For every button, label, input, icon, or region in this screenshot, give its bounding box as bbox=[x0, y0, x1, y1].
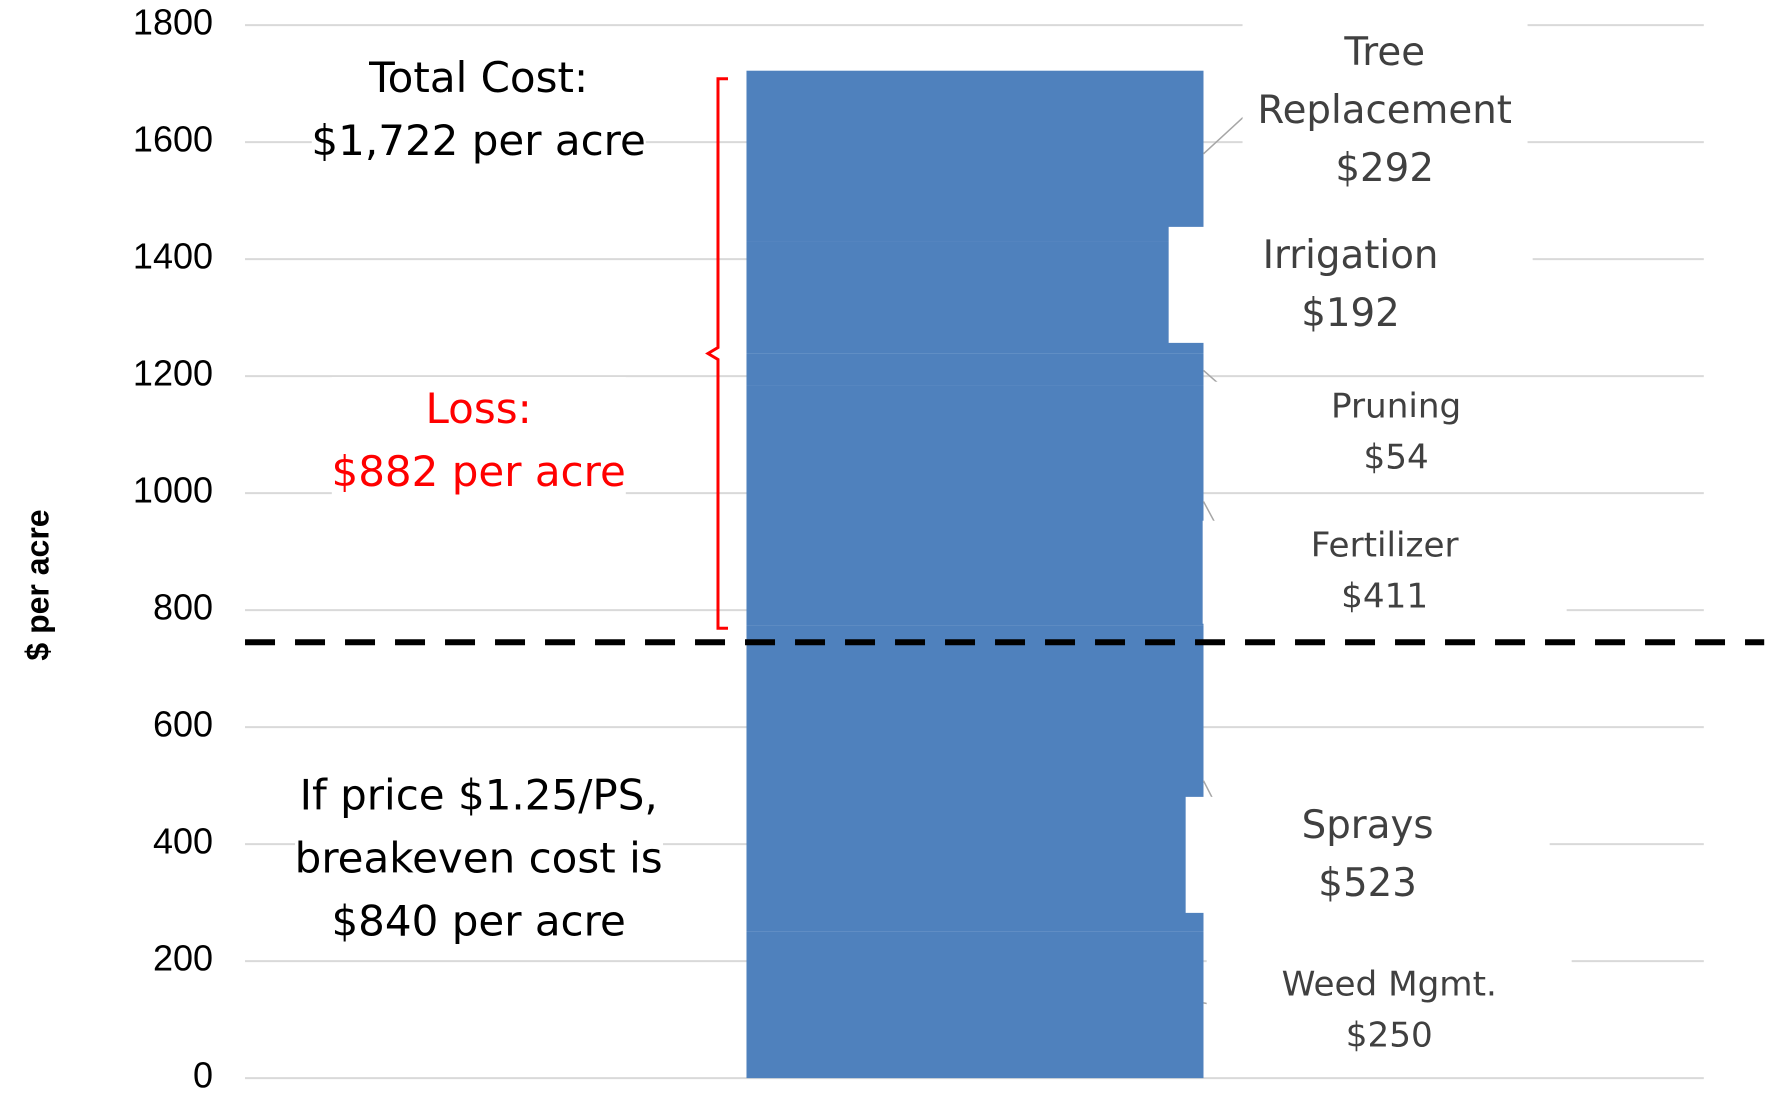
annotation: Loss: $882 per acre bbox=[331, 376, 626, 503]
y-tick-label: 200 bbox=[153, 938, 213, 979]
segment-value: $54 bbox=[1363, 438, 1429, 479]
bar-segment bbox=[746, 353, 1204, 386]
segment-name: Weed Mgmt. bbox=[1281, 964, 1497, 1005]
y-tick-label: 1600 bbox=[133, 119, 213, 160]
segment-label: Irrigation $192 bbox=[1168, 226, 1533, 344]
y-tick-label: 1000 bbox=[133, 470, 213, 511]
annotation-line: If price $1.25/PS, bbox=[299, 770, 658, 820]
annotation-line: breakeven cost is bbox=[294, 833, 663, 883]
segment-value: $523 bbox=[1318, 860, 1417, 906]
segment-label: Pruning $54 bbox=[1213, 381, 1579, 485]
bar-segment bbox=[746, 625, 1204, 932]
y-tick-label: 1800 bbox=[133, 2, 213, 43]
segment-label: Tree Replacement $292 bbox=[1242, 23, 1528, 198]
segment-name: Sprays bbox=[1301, 802, 1434, 848]
loss-bracket bbox=[705, 77, 728, 630]
segment-value: $250 bbox=[1345, 1015, 1433, 1056]
annotation-line: Total Cost: bbox=[369, 53, 589, 103]
annotation-line: $882 per acre bbox=[331, 446, 626, 496]
segment-label: Sprays $523 bbox=[1185, 796, 1550, 913]
bar-segment bbox=[746, 931, 1204, 1079]
segment-label: Weed Mgmt. $250 bbox=[1206, 959, 1572, 1063]
annotation-line: $840 per acre bbox=[331, 896, 626, 946]
segment-name: Tree Replacement bbox=[1257, 29, 1512, 133]
y-tick-label: 400 bbox=[153, 821, 213, 862]
annotation-line: $1,722 per acre bbox=[311, 116, 646, 166]
y-axis-label: $ per acre bbox=[19, 509, 55, 660]
y-tick-label: 800 bbox=[153, 587, 213, 628]
segment-value: $292 bbox=[1335, 145, 1434, 191]
segment-label: Fertilizer $411 bbox=[1202, 520, 1568, 624]
annotation: If price $1.25/PS, breakeven cost is $840 … bbox=[294, 763, 663, 953]
y-tick-label: 1400 bbox=[133, 236, 213, 277]
segment-value: $192 bbox=[1301, 290, 1400, 336]
segment-name: Irrigation bbox=[1262, 232, 1439, 278]
y-tick-label: 0 bbox=[193, 1055, 213, 1094]
segment-value: $411 bbox=[1341, 577, 1429, 618]
bar-segment bbox=[746, 241, 1204, 354]
segment-name: Pruning bbox=[1330, 386, 1462, 427]
y-tick-label: 1200 bbox=[133, 353, 213, 394]
segment-name: Fertilizer bbox=[1310, 525, 1459, 566]
annotation: Total Cost: $1,722 per acre bbox=[311, 46, 646, 173]
annotation-line: Loss: bbox=[425, 383, 532, 433]
y-tick-label: 600 bbox=[153, 704, 213, 745]
bar-segment bbox=[746, 70, 1204, 242]
bar-segment bbox=[746, 385, 1204, 626]
